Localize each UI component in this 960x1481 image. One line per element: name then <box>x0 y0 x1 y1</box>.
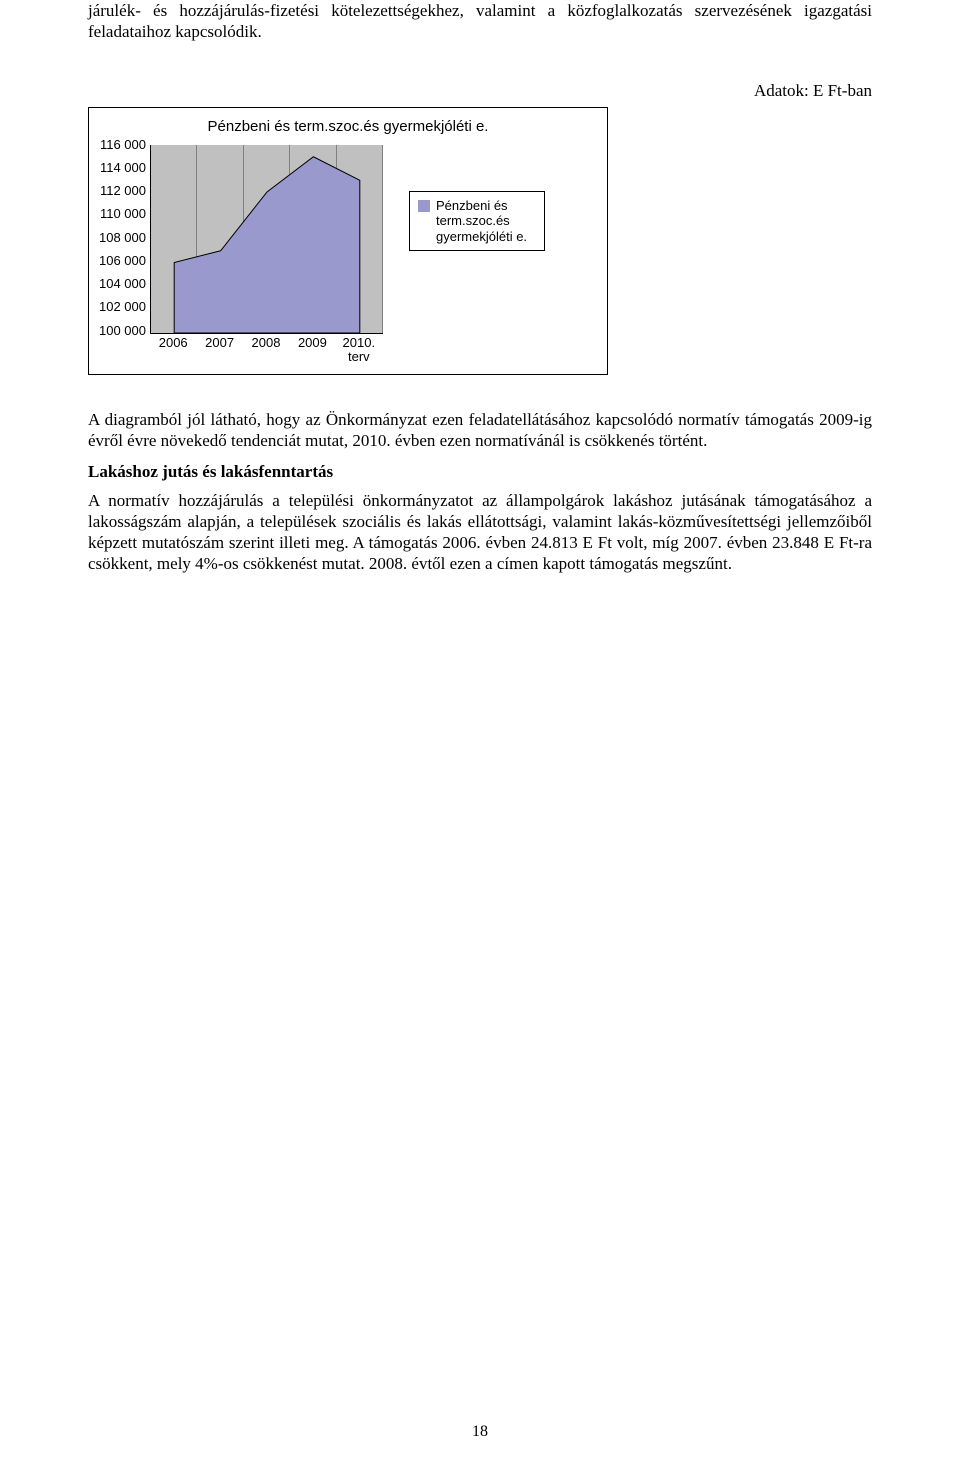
plot-area: 116 000114 000112 000110 000108 000106 0… <box>99 145 383 365</box>
chart-legend: Pénzbeni és term.szoc.és gyermekjóléti e… <box>409 191 545 252</box>
plot-box <box>150 145 383 334</box>
section-heading: Lakáshoz jutás és lakásfenntartás <box>88 462 872 482</box>
x-tick: 2009 <box>289 336 335 365</box>
y-tick: 100 000 <box>99 324 146 338</box>
chart-body: 116 000114 000112 000110 000108 000106 0… <box>99 145 597 365</box>
x-tick: 2008 <box>243 336 289 365</box>
y-tick: 112 000 <box>99 184 146 198</box>
legend-label: Pénzbeni és term.szoc.és gyermekjóléti e… <box>436 198 536 245</box>
units-label: Adatok: E Ft-ban <box>88 81 872 101</box>
post-chart-paragraph: A diagramból jól látható, hogy az Önkorm… <box>88 409 872 452</box>
y-tick: 104 000 <box>99 277 146 291</box>
y-tick: 114 000 <box>99 161 146 175</box>
intro-paragraph: járulék- és hozzájárulás-fizetési kötele… <box>88 0 872 43</box>
y-tick: 102 000 <box>99 300 146 314</box>
area-series <box>151 145 383 333</box>
page-number: 18 <box>0 1423 960 1441</box>
y-tick: 106 000 <box>99 254 146 268</box>
x-tick: 2007 <box>196 336 242 365</box>
x-tick: 2010.terv <box>336 336 382 365</box>
chart-frame: Pénzbeni és term.szoc.és gyermekjóléti e… <box>88 107 608 376</box>
y-tick: 116 000 <box>99 138 146 152</box>
section-body: A normatív hozzájárulás a települési önk… <box>88 490 872 575</box>
chart-title: Pénzbeni és term.szoc.és gyermekjóléti e… <box>99 118 597 135</box>
y-tick: 110 000 <box>99 207 146 221</box>
legend-swatch <box>418 200 430 212</box>
y-tick: 108 000 <box>99 231 146 245</box>
x-tick: 2006 <box>150 336 196 365</box>
y-axis-ticks: 116 000 114 000 112 000 110 000 108 000 106 0… <box>99 138 150 338</box>
x-axis-ticks: 20062007200820092010.terv <box>150 336 382 365</box>
